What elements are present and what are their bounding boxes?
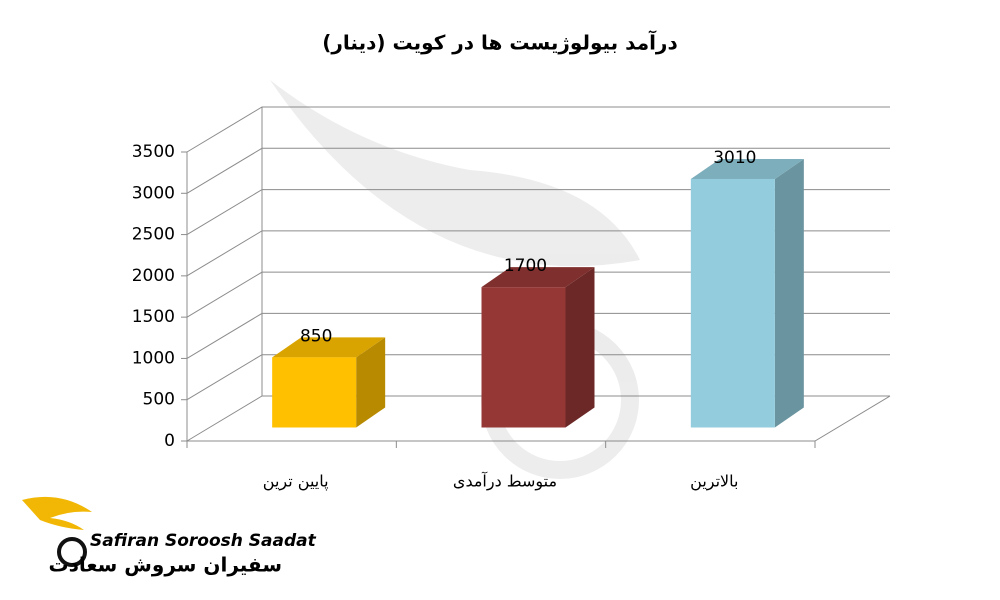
bar-side bbox=[565, 267, 595, 428]
bar bbox=[272, 357, 357, 428]
value-label: 3010 bbox=[713, 148, 756, 168]
chart-title: درآمد بیولوژیست ها در کویت (دینار) bbox=[322, 30, 677, 55]
grid-line bbox=[186, 230, 890, 277]
y-tick-label: 1000 bbox=[132, 348, 175, 368]
value-label: 850 bbox=[300, 326, 332, 346]
grid-line bbox=[186, 106, 890, 153]
bar-top bbox=[272, 337, 386, 358]
grid-line bbox=[186, 189, 890, 236]
logo-wing bbox=[22, 496, 92, 530]
bar bbox=[690, 178, 775, 428]
logo-circle bbox=[57, 537, 87, 567]
bar-top bbox=[481, 267, 595, 288]
y-tick-label: 1500 bbox=[132, 307, 175, 327]
grid-line bbox=[186, 354, 890, 401]
grid-line bbox=[186, 271, 890, 318]
x-tick-label: متوسط درآمدی bbox=[453, 472, 557, 492]
grid-line bbox=[186, 395, 890, 442]
y-tick-label: 500 bbox=[143, 390, 175, 410]
bar bbox=[481, 287, 566, 428]
y-tick-label: 2000 bbox=[132, 266, 175, 286]
y-tick-label: 2500 bbox=[132, 225, 175, 245]
logo-name-fa: سفیران سروش سعادت bbox=[49, 553, 283, 577]
y-tick-label: 3500 bbox=[132, 142, 175, 162]
y-tick-label: 3000 bbox=[132, 183, 175, 203]
bar-side bbox=[774, 158, 804, 428]
bar-side bbox=[356, 337, 386, 428]
x-tick-label: بالاترین bbox=[690, 472, 738, 492]
logo: Safiran Soroosh Saadat سفیران سروش سعادت bbox=[22, 496, 317, 577]
grid-line bbox=[186, 147, 890, 194]
x-tick-label: پایین ترین bbox=[263, 472, 329, 492]
bar-top bbox=[690, 158, 804, 179]
value-label: 1700 bbox=[504, 256, 547, 276]
logo-name-en: Safiran Soroosh Saadat bbox=[90, 531, 317, 551]
grid-line bbox=[186, 312, 890, 359]
y-tick-label: 0 bbox=[164, 431, 175, 451]
